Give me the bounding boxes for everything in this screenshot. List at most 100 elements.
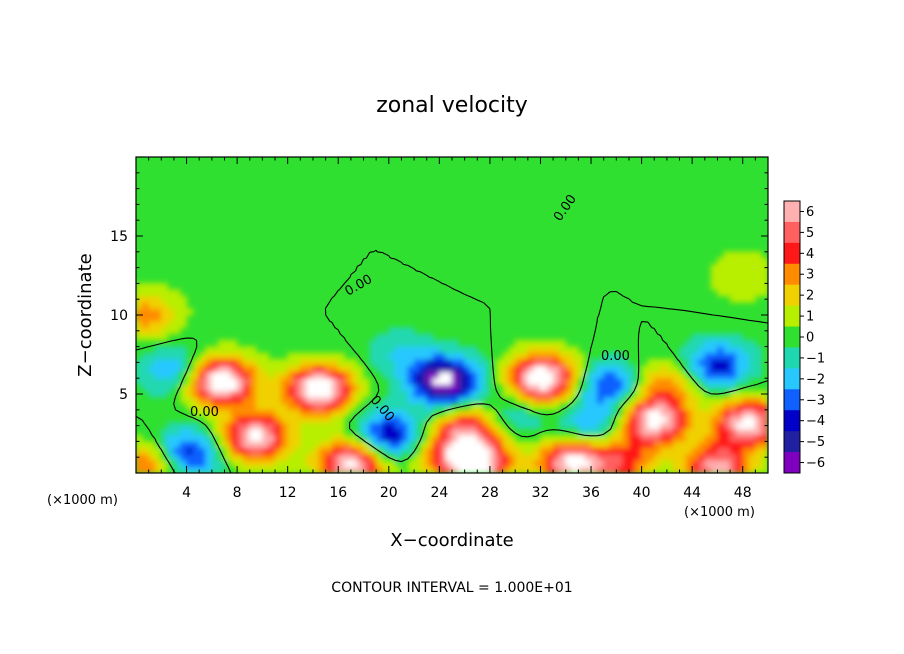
heatmap-cell (331, 428, 339, 436)
heatmap-cell (748, 276, 756, 284)
heatmap-cell (603, 453, 611, 461)
heatmap-cell (698, 333, 706, 341)
heatmap-cell (262, 403, 270, 411)
heatmap-cell (249, 346, 257, 354)
heatmap-cell (293, 422, 301, 430)
colorbar-label: −3 (806, 393, 825, 408)
heatmap-cell (736, 377, 744, 385)
heatmap-cell (306, 365, 314, 373)
heatmap-cell (217, 396, 225, 404)
heatmap-cell (136, 466, 143, 473)
heatmap-cell (350, 460, 358, 467)
heatmap-cell (426, 371, 434, 379)
heatmap-cell (281, 453, 288, 461)
heatmap-cell (136, 441, 143, 449)
heatmap-cell (698, 365, 706, 373)
heatmap-cell (230, 415, 238, 423)
heatmap-cell (565, 358, 573, 366)
heatmap-cell (679, 434, 687, 442)
heatmap-cell (198, 365, 206, 373)
heatmap-cell (470, 460, 478, 467)
heatmap-cell (230, 384, 238, 392)
heatmap-cell (698, 371, 706, 379)
heatmap-cell (344, 396, 352, 404)
heatmap-cell (401, 346, 409, 354)
heatmap-cell (394, 447, 402, 455)
heatmap-cell (160, 365, 168, 373)
heatmap-cell (331, 409, 339, 417)
heatmap-cell (230, 339, 238, 347)
heatmap-cell (748, 251, 756, 259)
heatmap-cell (679, 422, 687, 430)
heatmap-cell (717, 441, 725, 449)
heatmap-cell (344, 365, 352, 373)
heatmap-cell (704, 447, 712, 455)
heatmap-cell (426, 346, 434, 354)
heatmap-cell (293, 447, 301, 455)
heatmap-cell (407, 365, 415, 373)
heatmap-cell (369, 415, 377, 423)
heatmap-cell (672, 390, 680, 398)
heatmap-cell (217, 415, 225, 423)
heatmap-cell (281, 371, 288, 379)
heatmap-cell (439, 434, 446, 442)
heatmap-cell (704, 346, 712, 354)
heatmap-cell (489, 441, 497, 449)
heatmap-cell (211, 428, 219, 436)
heatmap-cell (192, 422, 200, 430)
heatmap-cell (236, 390, 244, 398)
heatmap-cell (685, 453, 693, 461)
heatmap-cell (224, 371, 232, 379)
heatmap-cell (287, 422, 295, 430)
heatmap-cell (198, 390, 206, 398)
heatmap-cell (420, 409, 428, 417)
heatmap-cell (571, 403, 579, 411)
heatmap-cell (508, 358, 516, 366)
heatmap-cell (306, 409, 314, 417)
heatmap-cell (154, 314, 162, 322)
heatmap-cell (559, 466, 567, 473)
heatmap-cell (559, 358, 567, 366)
heatmap-cell (533, 352, 541, 360)
heatmap-cell (318, 365, 326, 373)
heatmap-cell (167, 428, 175, 436)
heatmap-cell (647, 403, 655, 411)
heatmap-cell (565, 365, 573, 373)
heatmap-cell (736, 270, 744, 278)
heatmap-cell (666, 403, 674, 411)
heatmap-cell (445, 346, 453, 354)
colorbar-swatch (784, 305, 800, 327)
heatmap-cell (653, 415, 661, 423)
heatmap-cell (236, 415, 244, 423)
heatmap-cell (533, 447, 541, 455)
heatmap-cell (748, 295, 756, 303)
heatmap-cell (546, 403, 554, 411)
heatmap-cell (198, 447, 206, 455)
heatmap-cell (470, 396, 478, 404)
heatmap-cell (167, 441, 175, 449)
heatmap-cell (464, 352, 472, 360)
heatmap-cell (723, 453, 731, 461)
heatmap-cell (186, 371, 194, 379)
heatmap-cell (698, 415, 706, 423)
heatmap-cell (502, 466, 510, 473)
heatmap-cell (394, 441, 402, 449)
heatmap-cell (281, 365, 288, 373)
heatmap-cell (540, 441, 548, 449)
heatmap-cell (179, 447, 187, 455)
heatmap-cell (432, 384, 440, 392)
heatmap-cell (249, 422, 257, 430)
heatmap-cell (413, 358, 421, 366)
heatmap-cell (205, 434, 213, 442)
heatmap-cell (597, 441, 604, 449)
heatmap-cell (388, 441, 396, 449)
heatmap-cell (388, 384, 396, 392)
heatmap-cell (483, 390, 491, 398)
heatmap-cell (552, 358, 560, 366)
heatmap-cell (717, 447, 725, 455)
heatmap-cell (375, 352, 383, 360)
heatmap-cell (350, 403, 358, 411)
heatmap-cell (401, 422, 409, 430)
heatmap-cell (401, 377, 409, 385)
contour-lines (136, 249, 768, 473)
